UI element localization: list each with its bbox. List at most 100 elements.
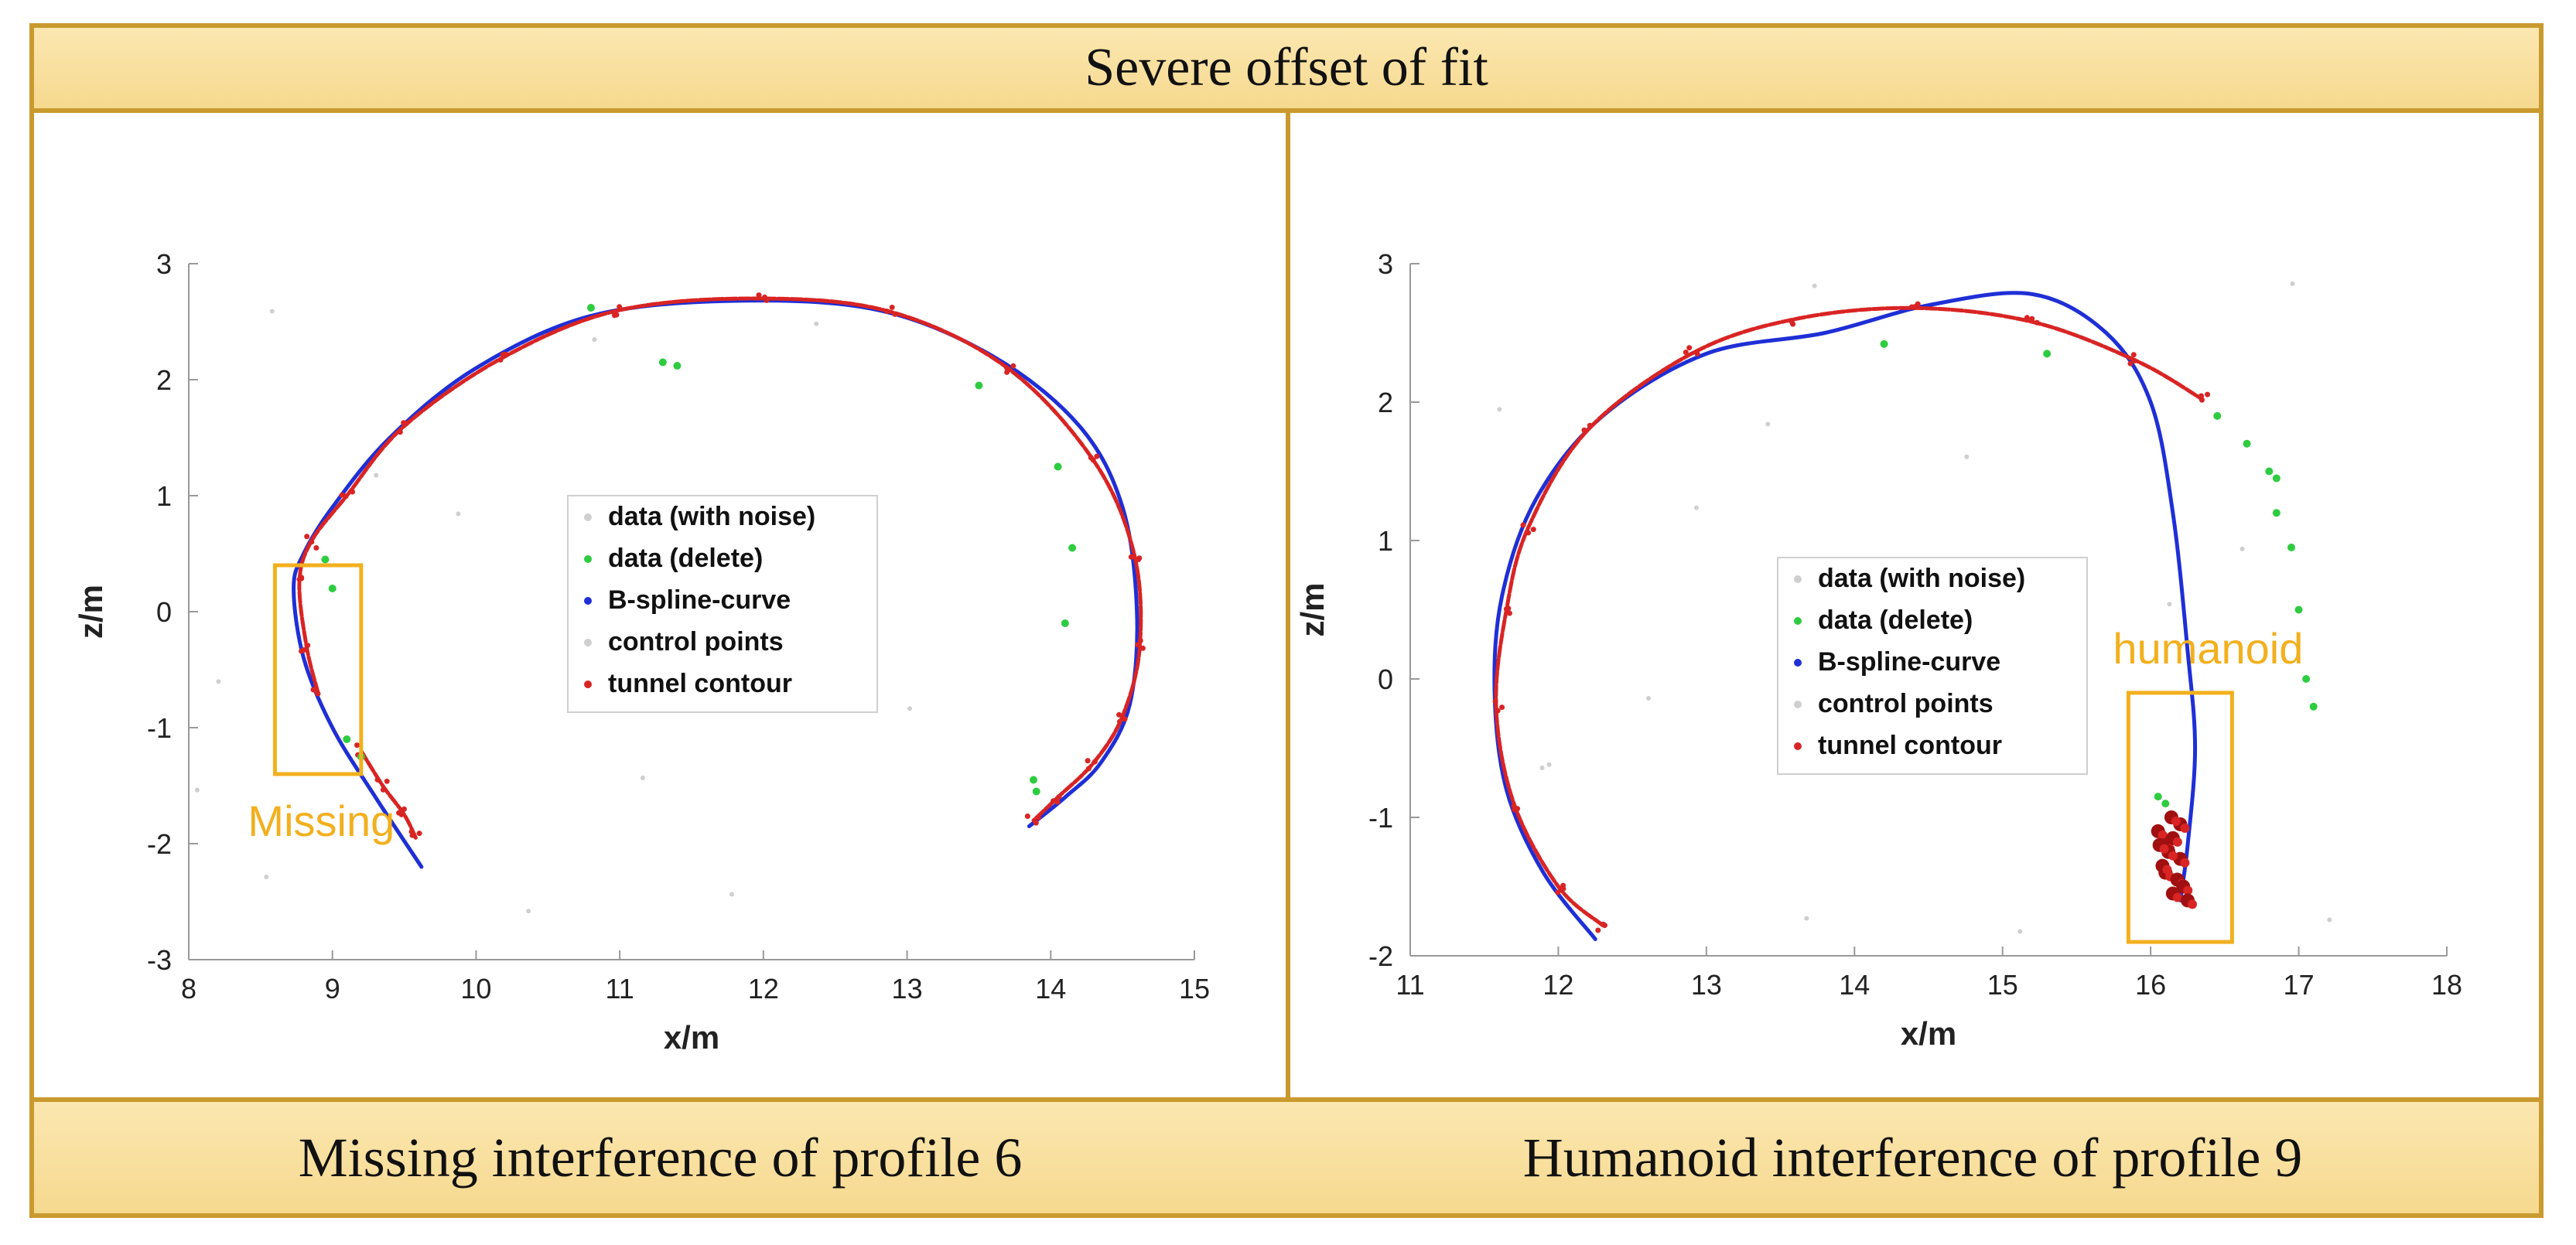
tunnel-contour-point [396,810,402,816]
deleted-data-point [587,304,595,312]
x-tick-label: 13 [892,973,923,1005]
figure-title-band: Severe offset of fit [34,28,2539,113]
tunnel-contour-point [305,643,311,649]
legend-entry: data (with noise) [608,502,815,531]
noise-data-point [1693,505,1699,510]
tunnel-contour-point [1525,530,1532,536]
deleted-data-point [2243,439,2251,448]
tunnel-contour-point [1137,637,1143,643]
tunnel-contour-point [2205,391,2211,397]
deleted-data-point [1880,339,1888,348]
humanoid-point [2183,885,2193,895]
tunnel-contour-point [1035,814,1041,820]
tunnel-contour-point [2029,316,2035,322]
tunnel-contour-point [2127,360,2134,367]
tunnel-contour-point [1587,422,1594,428]
legend-marker [584,639,592,646]
deleted-data-point [343,735,351,743]
tunnel-contour-point [343,493,349,500]
legend-entry: tunnel contour [1818,731,2002,760]
tunnel-contour-line [359,749,418,840]
tunnel-contour-point [354,742,360,749]
deleted-data-point [2272,474,2280,483]
tunnel-contour-point [1004,365,1010,371]
legend-box [1777,557,2088,775]
tunnel-contour-point [2131,357,2137,363]
x-tick-label: 15 [1179,973,1210,1005]
deleted-data-point [2154,793,2162,801]
legend-entry: data (delete) [608,544,763,573]
deleted-data-point [1061,619,1069,627]
noise-data-point [2167,602,2172,607]
tunnel-contour-point [1136,555,1143,561]
tunnel-contour-point [401,806,407,812]
legend-marker [1794,617,1802,625]
tunnel-contour-point [314,690,320,696]
tunnel-contour-point [1495,708,1501,714]
x-tick-label: 14 [1035,973,1066,1005]
tunnel-contour-point [1094,453,1100,459]
tunnel-contour-point [1520,522,1526,528]
humanoid-point [2162,865,2172,875]
x-tick-label: 17 [2284,969,2315,1001]
annotation-label: humanoid [2113,624,2303,673]
x-tick-label: 11 [1396,969,1424,1001]
legend-marker [584,680,592,688]
legend-entry: B-spline-curve [1818,647,2000,677]
tunnel-contour-point [374,776,381,783]
tunnel-contour-point [1116,711,1122,718]
b-spline-curve [292,298,1139,869]
tunnel-contour-point [1054,799,1061,805]
deleted-data-point [975,381,983,390]
deleted-data-point [1030,776,1037,784]
tunnel-contour-point [1085,766,1092,772]
tunnel-contour-point [1555,889,1561,895]
tunnel-contour-point [408,829,415,835]
humanoid-point [2159,844,2169,854]
annotation-label: Missing [248,796,395,845]
noise-data-point [1812,283,1817,288]
noise-data-point [592,337,597,343]
deleted-data-point [2043,350,2052,358]
y-tick-label: -1 [147,712,172,744]
tunnel-contour-point [617,304,623,310]
humanoid-point [2180,823,2190,833]
noise-data-point [264,874,269,879]
tunnel-contour-point [2130,352,2137,358]
y-axis-label: z/m [73,585,109,639]
tunnel-contour-point [1051,798,1057,804]
noise-data-point [907,706,913,711]
tunnel-contour-point [304,534,310,540]
tunnel-contour-point [1512,807,1518,813]
y-tick-label: -3 [147,944,172,976]
y-tick-label: 1 [1378,525,1393,557]
caption-band: Missing interference of profile 6 Humano… [34,1097,2539,1213]
caption-right: Humanoid interference of profile 9 [1522,1126,2303,1189]
annotation-box [272,563,364,776]
y-tick-label: 2 [156,364,172,396]
tunnel-contour-line [297,296,1143,823]
legend-marker [1794,742,1802,750]
legend-entry: B-spline-curve [608,585,791,615]
legend-marker [1794,575,1802,583]
tunnel-contour-point [1128,554,1134,560]
tunnel-contour-point [1092,759,1098,765]
noise-data-point [1964,454,1970,459]
y-tick-label: 0 [1378,663,1393,695]
x-tick-label: 16 [2135,969,2166,1001]
legend-marker [584,597,592,605]
tunnel-contour-line [1494,305,2205,928]
tunnel-contour-point [301,647,307,653]
deleted-data-point [673,362,682,370]
tunnel-contour-point [1004,369,1010,375]
tunnel-contour-point [1560,882,1566,889]
noise-data-point [640,775,645,780]
noise-data-point [1804,916,1809,921]
tunnel-contour-point [1601,923,1607,929]
humanoid-point [2157,830,2168,840]
noise-data-point [2327,917,2332,923]
x-axis-label: x/m [1901,1015,1956,1052]
x-tick-label: 10 [460,973,491,1005]
y-tick-label: 0 [156,596,172,628]
legend-box [567,495,878,713]
